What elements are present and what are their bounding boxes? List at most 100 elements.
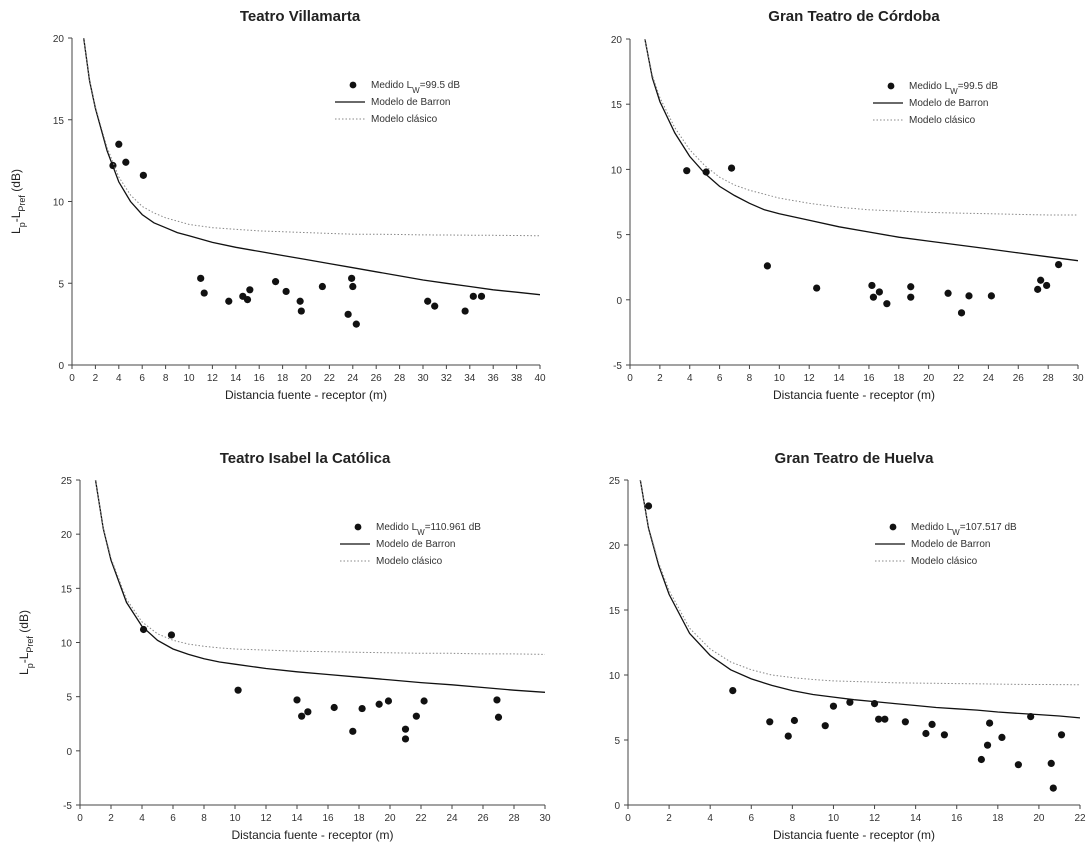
- data-point: [494, 713, 503, 721]
- legend-marker-measured: [354, 523, 362, 531]
- x-tick-label: 34: [464, 373, 476, 384]
- data-point: [986, 719, 994, 727]
- x-tick-label: 28: [1043, 373, 1055, 384]
- x-tick-label: 18: [893, 373, 905, 384]
- data-point: [243, 296, 252, 304]
- data-point: [412, 712, 420, 720]
- y-tick-label: 10: [609, 671, 621, 682]
- x-tick-label: 24: [983, 373, 995, 384]
- x-tick-label: 14: [230, 373, 242, 384]
- y-axis-label: Lp-LPref (dB): [9, 169, 27, 234]
- x-tick-label: 8: [747, 373, 753, 384]
- barron-model-line: [94, 480, 545, 693]
- data-point: [901, 718, 909, 726]
- y-tick-label: -5: [63, 801, 72, 812]
- x-tick-label: 4: [116, 373, 122, 384]
- x-tick-label: 14: [834, 373, 846, 384]
- data-point: [1014, 761, 1022, 769]
- x-axis-label: Distancia fuente - receptor (m): [773, 828, 935, 842]
- data-point: [330, 703, 338, 712]
- data-point: [987, 292, 995, 300]
- data-point: [298, 712, 306, 720]
- data-point: [293, 696, 301, 704]
- data-point: [1049, 784, 1057, 792]
- plot-area: [83, 38, 540, 328]
- data-point: [998, 733, 1006, 742]
- data-point: [829, 702, 838, 710]
- plot-area: [639, 480, 1080, 792]
- data-point: [957, 309, 966, 317]
- data-point: [431, 302, 439, 310]
- barron-model-line: [83, 38, 540, 296]
- data-point: [1054, 260, 1063, 269]
- data-point: [907, 293, 915, 301]
- data-point: [420, 697, 428, 705]
- legend-label-measured: Medido LW=99.5 dB: [909, 81, 998, 96]
- x-tick-label: 16: [322, 813, 334, 824]
- data-point: [729, 687, 737, 695]
- classic-model-line: [639, 480, 1080, 686]
- x-tick-label: 0: [625, 813, 631, 824]
- x-tick-label: 32: [441, 373, 453, 384]
- data-point: [375, 700, 383, 708]
- data-point: [875, 715, 883, 723]
- data-point: [1047, 759, 1055, 768]
- data-point: [115, 140, 123, 148]
- data-point: [348, 274, 356, 282]
- data-point: [122, 158, 130, 166]
- x-tick-label: 14: [910, 813, 922, 824]
- y-axis-label: Lp-LPref (dB): [17, 610, 35, 675]
- data-point: [790, 716, 799, 725]
- data-point: [727, 164, 736, 172]
- data-point: [683, 167, 691, 175]
- x-tick-label: 16: [863, 373, 875, 384]
- x-tick-label: 20: [384, 813, 396, 824]
- data-point: [977, 755, 985, 764]
- data-point: [766, 718, 774, 726]
- x-tick-label: 24: [446, 813, 458, 824]
- barron-model-line: [644, 39, 1078, 262]
- data-point: [167, 631, 176, 639]
- x-tick-label: 6: [170, 813, 176, 824]
- data-point: [297, 307, 305, 315]
- x-tick-label: 4: [707, 813, 713, 824]
- x-tick-label: 26: [477, 813, 489, 824]
- data-point: [344, 310, 352, 318]
- x-tick-label: 2: [93, 373, 99, 384]
- x-tick-label: 2: [108, 813, 114, 824]
- data-point: [225, 297, 233, 305]
- x-tick-label: 2: [666, 813, 672, 824]
- y-tick-label: 0: [616, 296, 622, 307]
- legend-label-measured: Medido LW=110.961 dB: [376, 522, 481, 537]
- x-tick-label: 22: [324, 373, 336, 384]
- y-tick-label: -5: [613, 361, 622, 372]
- data-point: [928, 720, 936, 729]
- data-point: [401, 725, 410, 733]
- plot-area: [94, 480, 545, 743]
- y-tick-label: 20: [61, 530, 73, 541]
- x-tick-label: 16: [951, 813, 963, 824]
- data-point: [965, 292, 973, 300]
- data-point: [763, 262, 771, 270]
- x-axis-label: Distancia fuente - receptor (m): [231, 828, 393, 842]
- y-tick-label: 15: [611, 100, 623, 111]
- legend: Medido LW=110.961 dB Modelo de Barron Mode…: [340, 522, 481, 567]
- chart-title: Gran Teatro de Córdoba: [768, 8, 940, 25]
- data-point: [813, 284, 821, 292]
- data-point: [401, 735, 410, 743]
- x-tick-label: 12: [804, 373, 816, 384]
- barron-model-line: [639, 480, 1080, 719]
- x-tick-label: 12: [869, 813, 881, 824]
- data-point: [875, 288, 883, 296]
- y-tick-label: 20: [611, 35, 623, 46]
- data-point: [469, 292, 477, 300]
- x-tick-label: 22: [953, 373, 965, 384]
- legend-label-measured: Medido LW=99.5 dB: [371, 80, 460, 95]
- chart-title: Teatro Villamarta: [240, 8, 361, 25]
- x-axis-label: Distancia fuente - receptor (m): [225, 388, 387, 402]
- y-tick-label: 15: [61, 584, 73, 595]
- y-tick-label: 20: [53, 34, 65, 45]
- x-tick-label: 20: [1033, 813, 1045, 824]
- x-tick-label: 2: [657, 373, 663, 384]
- legend-label-barron: Modelo de Barron: [909, 98, 989, 109]
